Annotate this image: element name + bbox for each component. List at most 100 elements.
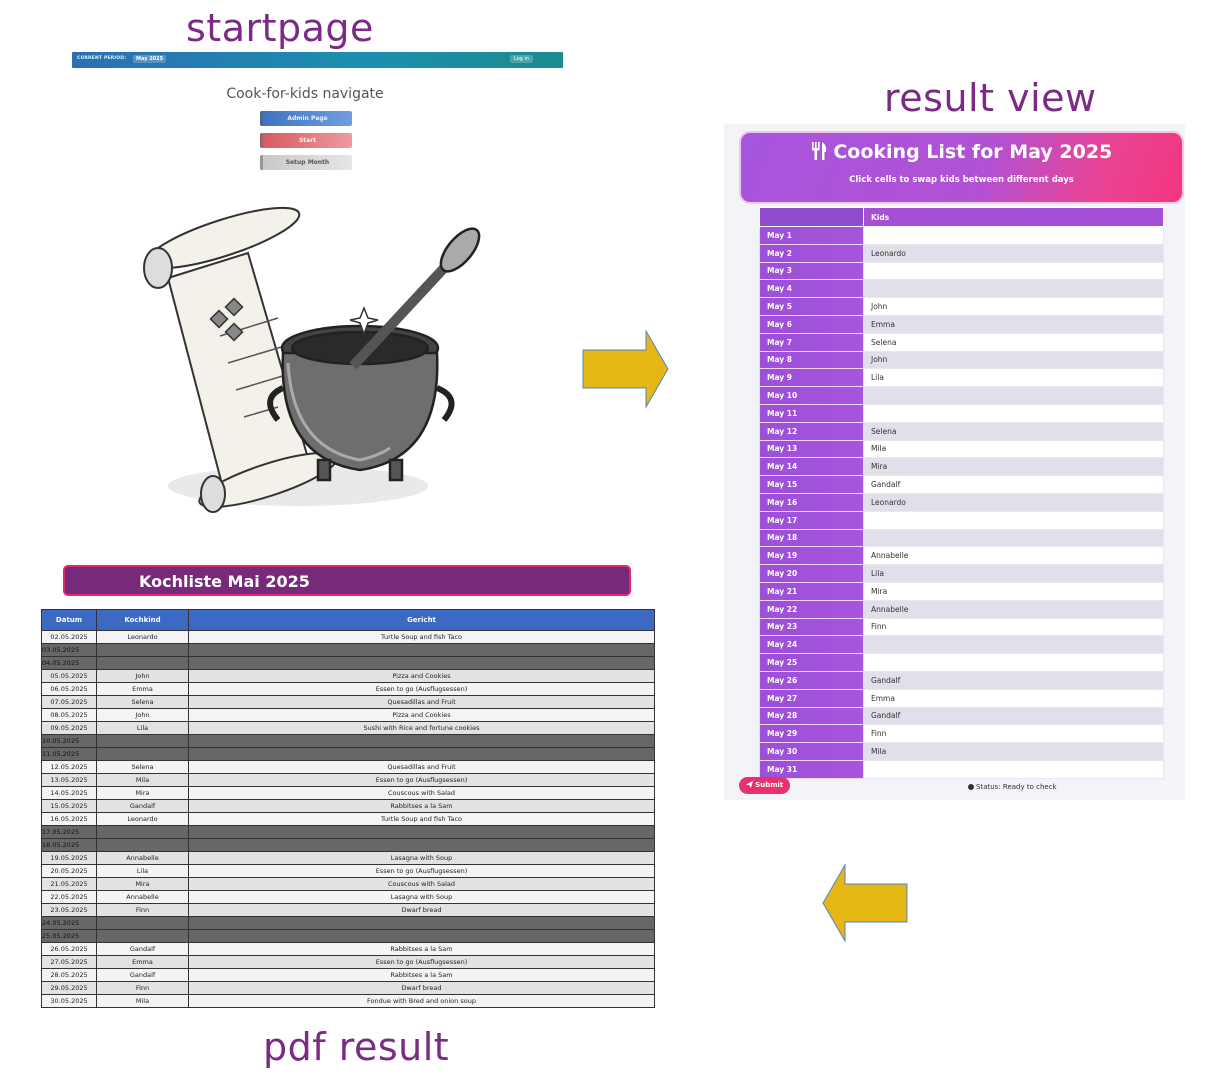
kid-cell[interactable]: [863, 403, 1164, 423]
kid-cell[interactable]: Finn: [863, 724, 1164, 744]
table-row: 24.05.2025: [41, 916, 655, 930]
current-period-value[interactable]: May 2025: [133, 55, 167, 63]
result-title-line: Cooking List for May 2025: [741, 141, 1182, 163]
kid-cell[interactable]: Gandalf: [863, 475, 1164, 494]
pdf-kid-cell: [96, 825, 189, 839]
send-icon: [745, 781, 753, 788]
pdf-kid-cell: John: [96, 669, 189, 683]
table-row: 16.05.2025 Leonardo Turtle Soup and fish T…: [41, 812, 655, 826]
table-row: 07.05.2025 Selena Quesadillas and Fruit: [41, 695, 655, 709]
kid-cell[interactable]: Gandalf: [863, 670, 1164, 690]
kid-cell[interactable]: [863, 279, 1164, 299]
kid-cell[interactable]: Emma: [863, 688, 1164, 708]
pdf-date-cell: 25.05.2025: [41, 929, 97, 943]
pdf-kid-cell: Mira: [96, 786, 189, 800]
pdf-kid-cell: Annabelle: [96, 851, 189, 865]
kid-cell[interactable]: Annabelle: [863, 546, 1164, 566]
kid-cell[interactable]: [863, 635, 1164, 655]
submit-button[interactable]: Submit: [739, 777, 790, 794]
day-cell: May 1: [759, 226, 864, 245]
table-row: May 7 Selena: [759, 332, 1164, 352]
status-dot-icon: [968, 784, 974, 790]
kid-cell[interactable]: [863, 653, 1164, 672]
pdf-dish-cell: Quesadillas and Fruit: [188, 695, 655, 709]
kid-cell[interactable]: Lila: [863, 564, 1164, 583]
day-cell: May 25: [759, 653, 864, 672]
pdf-kid-cell: Finn: [96, 903, 189, 917]
kid-cell[interactable]: Emma: [863, 314, 1164, 334]
kid-cell[interactable]: Selena: [863, 332, 1164, 352]
result-view-heading: result view: [884, 76, 1097, 120]
table-row: 28.05.2025 Gandalf Rabbitses a la Sam: [41, 968, 655, 982]
day-cell: May 9: [759, 368, 864, 388]
fork-knife-icon: [811, 142, 826, 160]
day-cell: May 23: [759, 617, 864, 637]
kid-cell[interactable]: John: [863, 297, 1164, 316]
pdf-dish-cell: Essen to go (Ausflugsessen): [188, 682, 655, 696]
kid-cell[interactable]: Mila: [863, 742, 1164, 761]
kid-cell[interactable]: Finn: [863, 617, 1164, 637]
kid-cell[interactable]: Leonardo: [863, 243, 1164, 263]
pdf-header-kid: Kochkind: [96, 609, 189, 631]
pdf-dish-cell: [188, 747, 655, 761]
kid-cell[interactable]: Annabelle: [863, 599, 1164, 619]
pdf-dish-cell: Pizza and Cookies: [188, 708, 655, 722]
setup-month-button[interactable]: Setup Month: [260, 155, 352, 170]
table-row: 19.05.2025 Annabelle Lasagna with Soup: [41, 851, 655, 865]
admin-page-button[interactable]: Admin Page: [260, 111, 352, 126]
pdf-kid-cell: Gandalf: [96, 942, 189, 956]
kid-cell[interactable]: John: [863, 350, 1164, 370]
start-button[interactable]: Start: [260, 133, 352, 148]
table-row: May 19 Annabelle: [759, 546, 1164, 566]
kid-cell[interactable]: [863, 386, 1164, 405]
kids-table: Kids May 1 May 2 Leonardo May 3 May 4 May 5 Jo…: [759, 207, 1164, 779]
pdf-date-cell: 21.05.2025: [41, 877, 97, 891]
table-row: 02.05.2025 Leonardo Turtle Soup and fish T…: [41, 630, 655, 644]
table-row: 14.05.2025 Mira Couscous with Salad: [41, 786, 655, 800]
pdf-dish-cell: [188, 643, 655, 657]
kid-cell[interactable]: [863, 528, 1164, 548]
pdf-date-cell: 23.05.2025: [41, 903, 97, 917]
kid-cell[interactable]: Mira: [863, 581, 1164, 601]
login-button[interactable]: Log in: [509, 55, 533, 63]
table-row: May 2 Leonardo: [759, 243, 1164, 263]
pdf-kid-cell: Gandalf: [96, 968, 189, 982]
table-row: May 30 Mila: [759, 742, 1164, 761]
day-cell: May 24: [759, 635, 864, 655]
pdf-kid-cell: [96, 656, 189, 670]
day-cell: May 16: [759, 492, 864, 512]
pdf-kid-cell: Mira: [96, 877, 189, 891]
scroll-and-cauldron-illustration: [143, 206, 481, 513]
pdf-dish-cell: Quesadillas and Fruit: [188, 760, 655, 774]
pdf-date-cell: 02.05.2025: [41, 630, 97, 644]
pdf-header-date: Datum: [41, 609, 97, 631]
pdf-dish-cell: [188, 929, 655, 943]
pdf-kid-cell: Emma: [96, 955, 189, 969]
pdf-dish-cell: Couscous with Salad: [188, 877, 655, 891]
pdf-kid-cell: Mila: [96, 773, 189, 787]
kid-cell[interactable]: Selena: [863, 421, 1164, 441]
table-row: May 18: [759, 528, 1164, 548]
kid-cell[interactable]: Lila: [863, 368, 1164, 388]
table-row: 05.05.2025 John Pizza and Cookies: [41, 669, 655, 683]
kid-cell[interactable]: Mila: [863, 439, 1164, 459]
kid-cell[interactable]: Leonardo: [863, 492, 1164, 512]
pdf-date-cell: 17.05.2025: [41, 825, 97, 839]
pdf-date-cell: 04.05.2025: [41, 656, 97, 670]
kid-cell[interactable]: [863, 261, 1164, 281]
kid-cell[interactable]: Mira: [863, 457, 1164, 477]
pdf-dish-cell: Essen to go (Ausflugsessen): [188, 864, 655, 878]
table-row: May 3: [759, 261, 1164, 281]
pdf-date-cell: 18.05.2025: [41, 838, 97, 852]
day-cell: May 18: [759, 528, 864, 548]
kid-cell[interactable]: [863, 759, 1164, 779]
day-cell: May 10: [759, 386, 864, 405]
kid-cell[interactable]: [863, 510, 1164, 530]
pdf-date-cell: 15.05.2025: [41, 799, 97, 813]
kid-cell[interactable]: Gandalf: [863, 706, 1164, 726]
table-row: May 8 John: [759, 350, 1164, 370]
pdf-kid-cell: Finn: [96, 981, 189, 995]
day-cell: May 30: [759, 742, 864, 761]
kid-cell[interactable]: [863, 226, 1164, 245]
pdf-dish-cell: [188, 838, 655, 852]
